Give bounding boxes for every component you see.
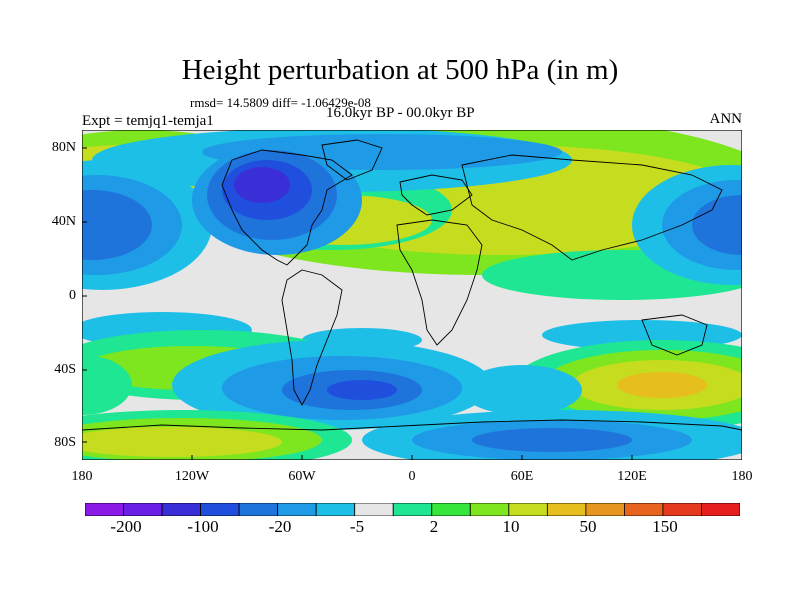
lon-label-60e: 60E — [510, 469, 534, 484]
figure-title: Height perturbation at 500 hPa (in m) — [181, 54, 619, 86]
lat-label-80n: 80N — [51, 140, 76, 155]
colorbar-swatch — [354, 503, 394, 516]
lon-label-60w: 60W — [288, 469, 316, 484]
season-label: ANN — [709, 111, 743, 127]
lat-label-40n: 40N — [51, 214, 76, 229]
coastlines — [82, 139, 742, 460]
experiment-label: Expt = temjq1-temja1 — [82, 113, 214, 129]
lon-label-0: 0 — [408, 469, 416, 484]
colorbar-swatch — [508, 503, 548, 516]
colorbar-swatch — [546, 503, 587, 516]
colorbar-label: -100 — [187, 517, 219, 536]
colorbar-swatch — [585, 503, 625, 516]
colorbar-swatch — [431, 503, 471, 516]
lon-label-180w: 180 — [71, 469, 93, 484]
colorbar-swatch — [469, 503, 510, 516]
colorbar-label: -200 — [110, 517, 142, 536]
lon-label-120w: 120W — [174, 469, 210, 484]
lon-label-120e: 120E — [617, 469, 647, 484]
colorbar-label: -20 — [268, 517, 292, 536]
colorbar-label: 150 — [652, 517, 678, 536]
colorbar-swatch — [315, 503, 356, 516]
colorbar-swatch — [701, 503, 740, 516]
lat-label-80s: 80S — [54, 435, 76, 450]
colorbar-swatch — [277, 503, 317, 516]
colorbar-swatch — [662, 503, 702, 516]
colorbar-swatch — [392, 503, 433, 516]
stats-text: rmsd= 14.5809 diff= -1.06429e-08 — [190, 95, 371, 110]
period-text: 16.0kyr BP - 00.0kyr BP — [326, 105, 475, 121]
colorbar-label: 10 — [502, 517, 520, 536]
map-plot — [82, 130, 742, 460]
lat-label-40s: 40S — [54, 362, 76, 377]
colorbar-label: -5 — [349, 517, 365, 536]
contour-field — [82, 130, 742, 460]
lat-label-0: 0 — [69, 288, 76, 303]
colorbar-label: 2 — [429, 517, 439, 536]
colorbar-swatch — [161, 503, 201, 516]
colorbar-label: 50 — [579, 517, 597, 536]
colorbar-swatch — [238, 503, 279, 516]
lon-label-180e: 180 — [731, 469, 753, 484]
colorbar-swatch — [624, 503, 664, 516]
colorbar — [85, 503, 740, 516]
colorbar-swatch — [123, 503, 163, 516]
colorbar-swatch — [200, 503, 240, 516]
colorbar-swatch — [85, 503, 124, 516]
